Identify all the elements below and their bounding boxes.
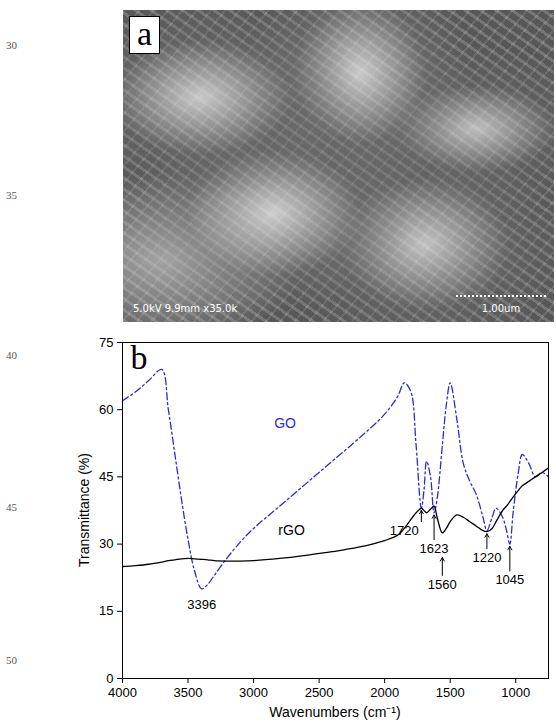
- html-text:1.00um: 1.00um: [481, 303, 521, 314]
- html-text:Wavenumbers (cm⁻¹): Wavenumbers (cm⁻¹): [269, 704, 401, 720]
- svg-text:1500: 1500: [436, 685, 465, 700]
- svg-text:2000: 2000: [370, 685, 399, 700]
- svg-text:3000: 3000: [239, 685, 268, 700]
- svg-text:15: 15: [99, 603, 113, 618]
- html-text:35: 35: [6, 189, 17, 201]
- html-text:50: 50: [6, 654, 17, 666]
- svg-text:30: 30: [99, 536, 113, 551]
- svg-text:1000: 1000: [501, 685, 530, 700]
- svg-text:1623: 1623: [420, 541, 449, 556]
- svg-text:b: b: [131, 339, 148, 376]
- svg-text:1045: 1045: [495, 572, 524, 587]
- svg-text:2500: 2500: [305, 685, 334, 700]
- svg-text:0: 0: [106, 671, 113, 686]
- svg-text:3500: 3500: [174, 685, 203, 700]
- svg-text:75: 75: [99, 335, 113, 350]
- svg-text:45: 45: [99, 469, 113, 484]
- html-text:40: 40: [6, 349, 17, 361]
- svg-text:1560: 1560: [428, 577, 457, 592]
- svg-text:1220: 1220: [472, 550, 501, 565]
- svg-text:1720: 1720: [390, 523, 419, 538]
- svg-text:60: 60: [99, 402, 113, 417]
- svg-text:4000: 4000: [108, 685, 137, 700]
- html-text:Transmittance (%): Transmittance (%): [76, 453, 92, 567]
- html-text:45: 45: [6, 501, 17, 513]
- html-text:30: 30: [6, 39, 17, 51]
- svg-text:GO: GO: [274, 415, 296, 431]
- svg-text:3396: 3396: [187, 597, 216, 612]
- html-text:5.0kV 9.9mm x35.0k: 5.0kV 9.9mm x35.0k: [133, 303, 238, 314]
- html-text:a: a: [137, 15, 153, 52]
- svg-text:rGO: rGO: [278, 522, 305, 538]
